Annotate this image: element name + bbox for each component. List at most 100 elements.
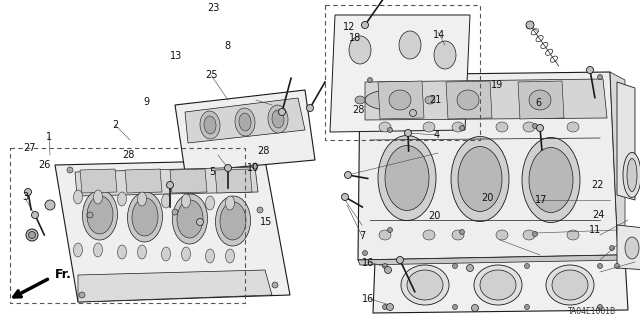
Ellipse shape [225,165,232,172]
Text: 13: 13 [170,51,182,61]
Ellipse shape [93,190,102,204]
Ellipse shape [451,137,509,221]
Polygon shape [358,255,625,265]
Ellipse shape [87,212,93,218]
Ellipse shape [467,264,474,271]
Text: 23: 23 [207,3,219,13]
Ellipse shape [362,250,367,256]
Ellipse shape [344,172,351,179]
Text: 12: 12 [343,22,355,32]
Ellipse shape [623,152,640,197]
Ellipse shape [166,182,173,189]
Ellipse shape [252,163,258,169]
Ellipse shape [173,194,207,244]
Ellipse shape [410,109,417,116]
Ellipse shape [460,125,465,130]
Text: 22: 22 [592,180,604,190]
Ellipse shape [397,256,403,263]
Text: 21: 21 [429,95,441,105]
Ellipse shape [387,227,392,233]
Ellipse shape [586,66,593,73]
Ellipse shape [532,123,538,129]
Polygon shape [125,169,162,193]
Ellipse shape [526,21,534,29]
Ellipse shape [472,305,479,311]
Ellipse shape [399,31,421,59]
Ellipse shape [390,96,400,104]
Text: 2: 2 [112,120,118,130]
Ellipse shape [127,192,163,242]
Ellipse shape [567,122,579,132]
Polygon shape [170,169,207,193]
Ellipse shape [522,137,580,222]
Ellipse shape [598,75,602,79]
Ellipse shape [26,229,38,241]
Text: 15: 15 [260,217,272,227]
Ellipse shape [452,305,458,309]
Polygon shape [617,225,640,270]
Polygon shape [378,81,424,119]
Polygon shape [365,79,607,120]
Ellipse shape [523,230,535,240]
Ellipse shape [355,96,365,104]
Ellipse shape [480,270,516,300]
Ellipse shape [182,247,191,261]
Polygon shape [75,167,258,196]
Text: 11: 11 [589,225,601,235]
Polygon shape [80,169,117,193]
Polygon shape [358,72,618,260]
Polygon shape [215,169,252,193]
Polygon shape [78,270,272,302]
Ellipse shape [536,124,543,131]
Text: 14: 14 [433,30,445,40]
Ellipse shape [200,111,220,139]
Ellipse shape [138,192,147,206]
Ellipse shape [529,147,573,212]
Ellipse shape [93,243,102,257]
Text: 8: 8 [224,41,230,51]
Text: 5: 5 [209,167,215,177]
Text: 25: 25 [205,70,217,80]
Ellipse shape [79,292,85,298]
Ellipse shape [458,146,502,211]
Ellipse shape [132,198,158,236]
Text: 28: 28 [257,146,269,156]
Ellipse shape [118,192,127,206]
Ellipse shape [407,270,443,300]
Ellipse shape [196,219,204,226]
Polygon shape [373,258,628,313]
Ellipse shape [367,78,372,83]
Ellipse shape [385,266,392,273]
Ellipse shape [609,246,614,250]
Ellipse shape [235,108,255,136]
Ellipse shape [627,159,637,191]
Ellipse shape [161,247,170,261]
Ellipse shape [365,90,415,110]
Ellipse shape [362,21,369,28]
Ellipse shape [378,136,436,220]
Ellipse shape [496,122,508,132]
Ellipse shape [74,243,83,257]
Ellipse shape [434,41,456,69]
Ellipse shape [204,116,216,134]
Ellipse shape [474,265,522,305]
Ellipse shape [404,130,412,137]
Ellipse shape [385,145,429,211]
Text: 6: 6 [535,98,541,108]
Ellipse shape [525,263,529,269]
Text: 28: 28 [352,105,364,115]
Ellipse shape [182,194,191,208]
Bar [325,5,480,140]
Ellipse shape [172,209,178,215]
Ellipse shape [598,263,602,269]
Ellipse shape [529,90,551,110]
Ellipse shape [496,230,508,240]
Ellipse shape [525,305,529,309]
Ellipse shape [614,263,620,269]
Ellipse shape [45,200,55,210]
Text: 16: 16 [362,294,374,304]
Ellipse shape [177,200,203,238]
Text: 27: 27 [24,143,36,153]
Ellipse shape [31,211,38,219]
Ellipse shape [118,245,127,259]
